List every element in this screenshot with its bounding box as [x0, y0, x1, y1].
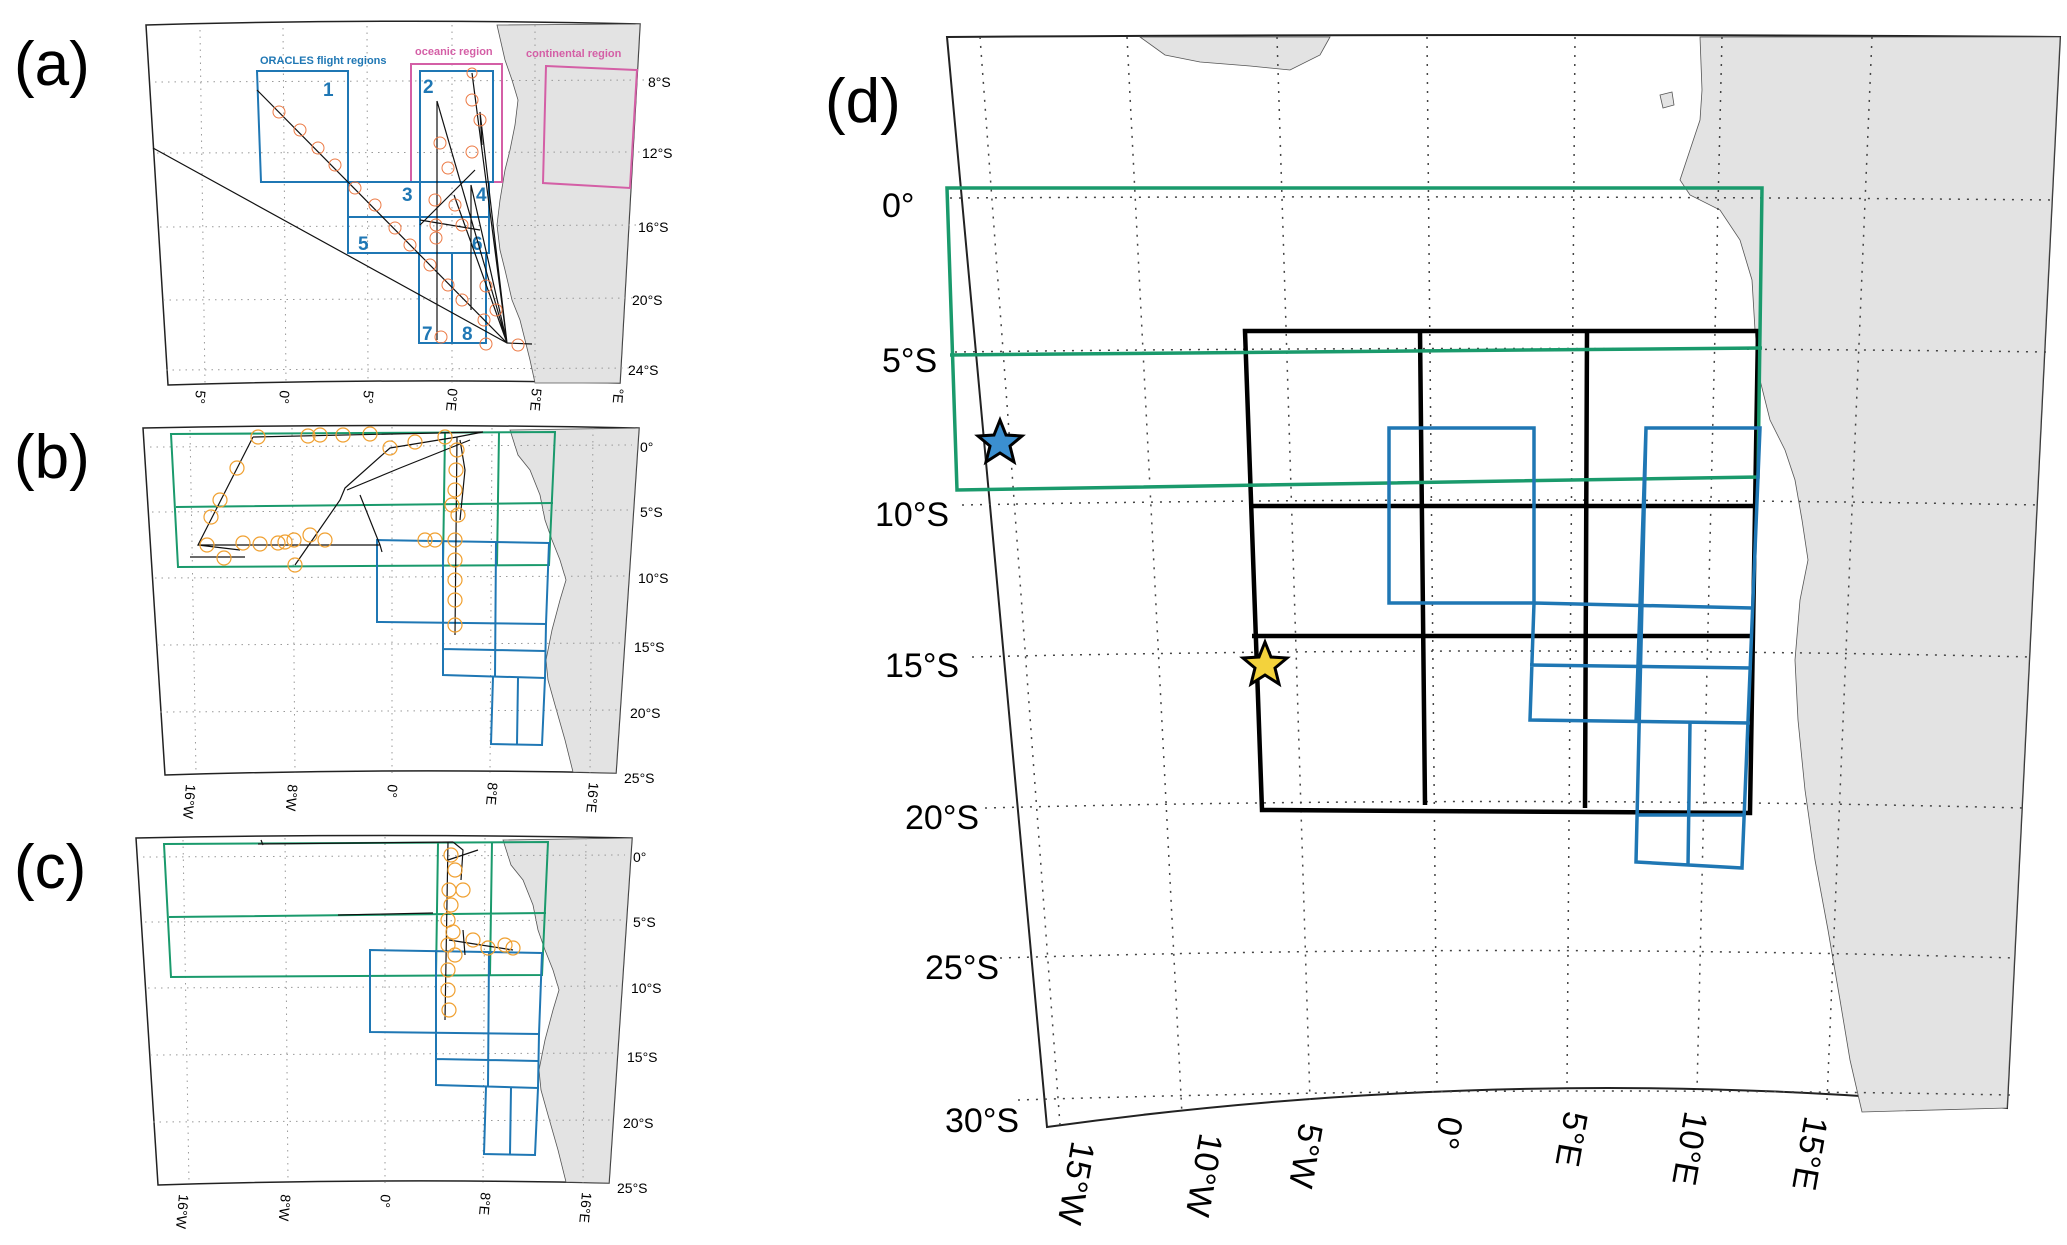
land-africa	[502, 837, 633, 1184]
tick-label: 0°	[377, 1194, 394, 1209]
panel-d-map: 0° 5°S 10°S 15°S 20°S 25°S 30°S 15°W 10°…	[875, 34, 2062, 1228]
region-number-6: 6	[472, 234, 483, 255]
tick-label: 0°	[640, 439, 653, 455]
tick-label: 25°S	[617, 1180, 648, 1196]
tick-label: 15°E	[1784, 1114, 1834, 1194]
tick-label: 16°E	[583, 782, 602, 814]
tick-label: 24°S	[628, 362, 659, 378]
yellow-star-icon	[1239, 637, 1291, 688]
tick-label: 5°	[192, 390, 209, 405]
tick-label: 16°W	[180, 784, 199, 820]
blue-star-icon	[974, 415, 1026, 466]
tick-label: 12°S	[642, 145, 673, 161]
tick-label: 15°W	[1050, 1139, 1102, 1228]
flight-tracks	[152, 72, 533, 345]
lat-labels: 8°S 12°S 16°S 20°S 24°S	[628, 74, 673, 378]
graticule	[154, 25, 646, 384]
blue-regions	[1387, 426, 1762, 870]
region-number-5: 5	[358, 234, 369, 255]
tick-label: 20°S	[623, 1115, 654, 1131]
panel-label-c: (c)	[14, 833, 86, 902]
tick-label: 15°S	[634, 639, 665, 655]
panel-label-a: (a)	[14, 30, 90, 99]
tick-label: 16°W	[173, 1194, 192, 1230]
tick-label: 8°W	[283, 784, 301, 813]
tick-label: 8°W	[276, 1194, 294, 1223]
panel-c-map: 0° 5°S 10°S 15°S 20°S 25°S 16°W 8°W 0° 8…	[135, 834, 662, 1230]
tick-label: 5°S	[882, 342, 937, 380]
panel-b-map: 0° 5°S 10°S 15°S 20°S 25°S 16°W 8°W 0° 8…	[142, 424, 669, 820]
lat-labels: 0° 5°S 10°S 15°S 20°S 25°S 30°S	[875, 187, 1019, 1140]
tick-label: 16°E	[576, 1192, 595, 1224]
lon-labels: 16°W 8°W 0° 8°E 16°E	[173, 1192, 595, 1230]
lon-labels: 16°W 8°W 0° 8°E 16°E	[180, 782, 602, 820]
tick-label: 5°E	[527, 388, 545, 412]
tick-label: 8°E	[483, 782, 501, 806]
continental-region-box	[541, 64, 639, 190]
lon-labels: 5° 0° 5° 0°E 5°E °E	[192, 388, 627, 412]
blue-regions	[369, 948, 544, 1157]
tick-label: 10°W	[1178, 1131, 1230, 1220]
tick-label: 25°S	[925, 949, 999, 987]
tick-label: 20°S	[632, 292, 663, 308]
observation-circles	[440, 847, 521, 1018]
tick-label: 10°S	[638, 570, 669, 586]
observation-circles	[272, 67, 525, 352]
region-number-1: 1	[323, 80, 334, 101]
tick-label: 0°	[882, 187, 915, 225]
panel-label-b: (b)	[14, 423, 90, 492]
tick-label: 8°E	[476, 1192, 494, 1216]
tick-label: 5°S	[633, 914, 656, 930]
region-number-3: 3	[402, 185, 413, 206]
region-number-8: 8	[462, 324, 473, 345]
tick-label: 10°E	[1664, 1109, 1714, 1189]
tick-label: 15°S	[885, 647, 959, 685]
tick-label: 16°S	[638, 219, 669, 235]
black-region-grid	[1242, 328, 1761, 816]
panel-label-d: (d)	[825, 67, 901, 136]
land-north	[1138, 36, 1331, 71]
region-number-2: 2	[423, 77, 434, 98]
tick-label: 5°W	[1281, 1121, 1330, 1191]
blue-regions	[376, 538, 551, 747]
region-number-4: 4	[476, 185, 487, 206]
legend-oceanic-region: oceanic region	[415, 46, 493, 58]
tick-label: 5°	[360, 390, 377, 405]
legend-flight-regions: ORACLES flight regions	[260, 55, 387, 67]
tick-label: 0°	[276, 390, 293, 405]
graticule	[149, 427, 633, 774]
panel-a-map: 1 2 3 4 5 6 7 8 ORACLES flight regions o…	[145, 20, 673, 412]
tick-label: 5°E	[1548, 1109, 1595, 1170]
tick-label: °E	[610, 388, 627, 404]
tick-label: 20°S	[630, 705, 661, 721]
lon-labels: 15°W 10°W 5°W 0° 5°E 10°E 15°E	[1050, 1109, 1835, 1228]
lat-labels: 0° 5°S 10°S 15°S 20°S 25°S	[624, 439, 669, 786]
tick-label: 0°	[633, 849, 646, 865]
graticule	[142, 837, 626, 1184]
tick-label: 30°S	[945, 1102, 1019, 1140]
tick-label: 8°S	[648, 74, 671, 90]
tick-label: 10°S	[875, 496, 949, 534]
island	[1659, 91, 1675, 109]
tick-label: 5°S	[640, 504, 663, 520]
tick-label: 15°S	[627, 1049, 658, 1065]
land-africa	[509, 427, 640, 774]
tick-label: 0°	[1426, 1114, 1469, 1153]
tick-label: 0°E	[443, 388, 461, 412]
tick-label: 20°S	[905, 799, 979, 837]
lat-labels: 0° 5°S 10°S 15°S 20°S 25°S	[617, 849, 662, 1196]
observation-circles	[199, 426, 466, 633]
legend-continental-region: continental region	[526, 48, 622, 60]
tick-label: 25°S	[624, 770, 655, 786]
region-number-7: 7	[422, 324, 433, 345]
tick-label: 0°	[384, 784, 401, 799]
tick-label: 10°S	[631, 980, 662, 996]
graticule	[949, 36, 2056, 1126]
